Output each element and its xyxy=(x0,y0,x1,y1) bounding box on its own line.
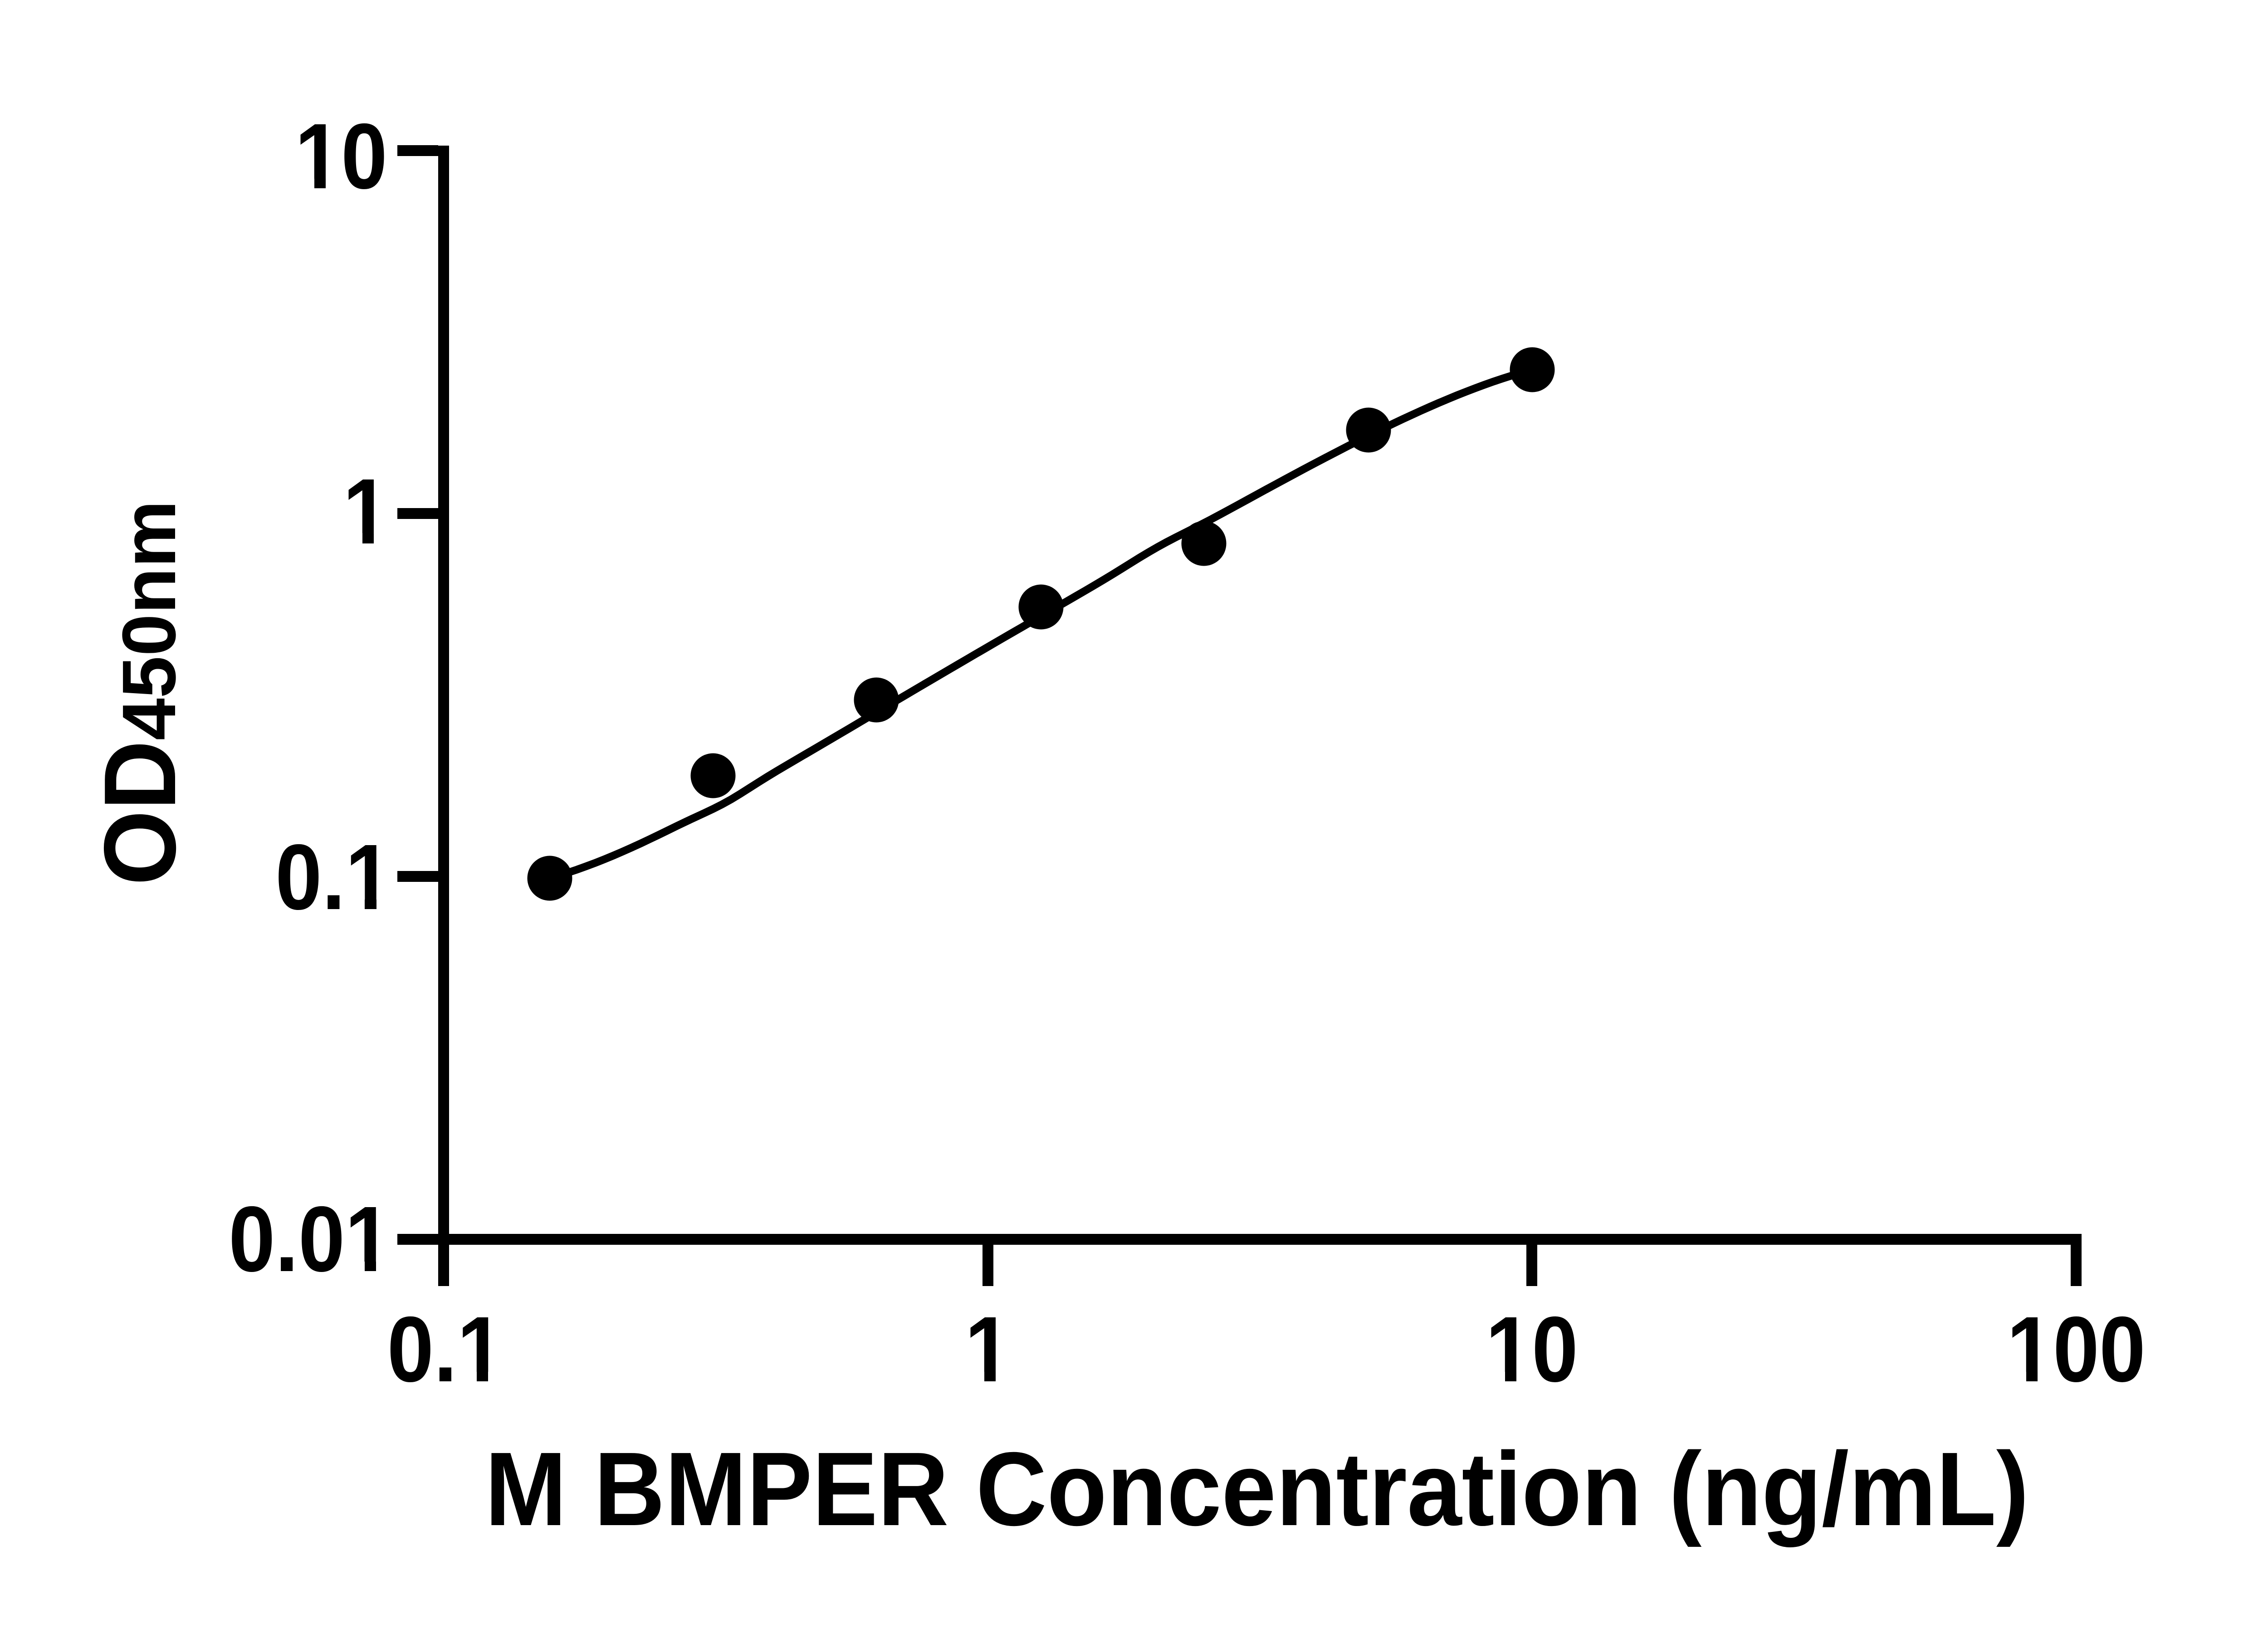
svg-text:450nm: 450nm xyxy=(107,500,191,740)
svg-text:M BMPER Concentration (ng/mL): M BMPER Concentration (ng/mL) xyxy=(485,1430,2029,1547)
svg-text:0.01: 0.01 xyxy=(229,1187,391,1291)
svg-text:100: 100 xyxy=(2007,1297,2146,1401)
svg-text:10: 10 xyxy=(1486,1297,1578,1401)
svg-text:OD: OD xyxy=(83,740,197,885)
svg-text:0.1: 0.1 xyxy=(387,1297,504,1401)
svg-text:0.1: 0.1 xyxy=(275,825,392,929)
svg-text:1: 1 xyxy=(343,460,389,563)
svg-text:1: 1 xyxy=(965,1297,1011,1401)
svg-text:10: 10 xyxy=(295,104,387,208)
